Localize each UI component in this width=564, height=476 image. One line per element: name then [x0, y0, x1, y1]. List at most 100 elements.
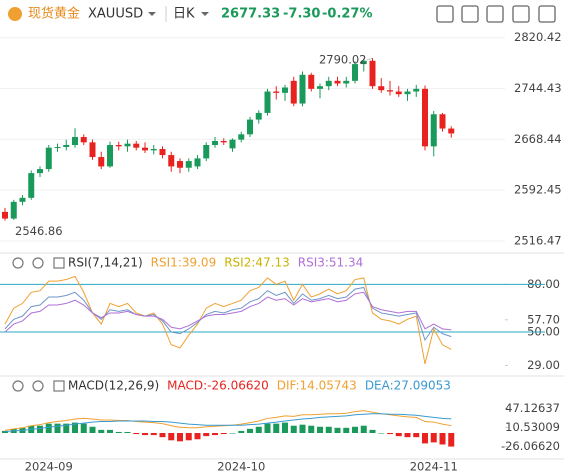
y-tick-label: 29.00: [527, 358, 560, 372]
tool-settings[interactable]: [538, 5, 556, 23]
settings-icon[interactable]: [32, 257, 44, 269]
macd-bar: [273, 423, 280, 434]
tool-indicator[interactable]: [461, 5, 479, 23]
candle-body: [37, 169, 43, 174]
candle-body: [150, 149, 157, 151]
dropdown-arrow[interactable]: [148, 12, 156, 16]
legend-entry: DIF:14.05743: [277, 379, 357, 393]
macd-bar: [133, 433, 140, 435]
indicator-line: [4, 291, 452, 333]
candle-body: [422, 88, 428, 147]
candle-body: [352, 64, 358, 81]
tool-fullscreen[interactable]: [512, 5, 530, 23]
eye-icon[interactable]: [12, 257, 24, 269]
macd-bar: [220, 433, 227, 435]
macd-bar: [343, 427, 350, 434]
y-tick-label: 47.12637: [505, 401, 560, 415]
macd-bar: [185, 433, 192, 441]
indicator-title: RSI(7,14,21): [68, 256, 143, 270]
macd-bar: [98, 429, 105, 434]
macd-bar: [317, 426, 323, 434]
macd-bar: [54, 423, 61, 434]
macd-bar: [290, 425, 297, 434]
macd-bar: [194, 433, 201, 440]
macd-bar: [387, 433, 393, 435]
candle-body: [308, 74, 315, 89]
candle-body: [404, 91, 411, 95]
candle-body: [72, 136, 78, 146]
candle-body: [229, 139, 236, 149]
macd-bar: [448, 433, 455, 447]
candle-body: [387, 90, 393, 92]
candle-body: [63, 145, 70, 148]
x-tick-label: 2024-09: [25, 460, 73, 474]
candle-body: [98, 157, 105, 167]
candle-body: [317, 86, 323, 89]
candle-body: [142, 147, 148, 151]
dropdown-arrow[interactable]: [201, 12, 209, 16]
candle-body: [247, 119, 253, 135]
candle-body: [299, 74, 306, 104]
candle-body: [54, 147, 61, 149]
candle-body: [107, 145, 113, 167]
eye-icon[interactable]: [12, 380, 24, 392]
y-tick-label: 2820.42: [514, 30, 562, 44]
macd-bar: [439, 433, 446, 445]
macd-bar: [255, 426, 262, 434]
candle-body: [19, 197, 26, 202]
indicator-title: MACD(12,26,9): [68, 379, 159, 393]
candle-body: [185, 161, 192, 168]
y-tick-label: 2592.45: [514, 183, 562, 197]
settings-icon[interactable]: [32, 380, 44, 392]
x-tick-label: 2024-11: [410, 460, 458, 474]
y-tick-label: 2744.43: [514, 81, 562, 95]
macd-bar: [404, 433, 411, 438]
candle-body: [273, 91, 280, 93]
macd-bar: [334, 427, 341, 434]
macd-bar: [72, 422, 78, 434]
macd-bar: [150, 433, 157, 436]
tool-compare[interactable]: [486, 5, 504, 23]
macd-bar: [45, 423, 52, 434]
macd-bar: [264, 423, 271, 434]
indicator-line: [4, 413, 452, 432]
candle-body: [10, 201, 17, 219]
legend-entry: RSI2:47.13: [224, 256, 290, 270]
candle-body: [255, 112, 262, 120]
macd-bar: [413, 433, 420, 438]
candle-body: [395, 91, 402, 95]
change-pct: -0.27%: [322, 7, 373, 22]
macd-bar: [63, 423, 70, 434]
macd-bar: [325, 426, 332, 434]
candle-body: [290, 80, 297, 104]
macd-bar: [238, 430, 245, 434]
macd-bar: [212, 433, 218, 436]
symbol-code[interactable]: XAUUSD: [88, 7, 143, 22]
tool-draw[interactable]: [436, 5, 454, 23]
macd-bar: [115, 431, 122, 434]
legend-entry: MACD:-26.06620: [167, 379, 269, 393]
y-tick-label: 2516.47: [514, 233, 562, 247]
expand-icon[interactable]: [53, 257, 65, 269]
macd-bar: [107, 429, 113, 434]
macd-bar: [168, 433, 175, 441]
macd-bar: [395, 433, 402, 437]
macd-bar: [299, 424, 306, 434]
symbol-name[interactable]: 现货黄金: [28, 6, 80, 22]
candle-body: [369, 60, 376, 87]
indicator-line: [4, 286, 452, 342]
candle-body: [378, 86, 385, 91]
candle-body: [220, 141, 227, 143]
expand-icon[interactable]: [53, 380, 65, 392]
period[interactable]: 日K: [173, 7, 195, 22]
candle-body: [80, 136, 87, 143]
candle-body: [334, 80, 341, 84]
macd-bar: [37, 425, 43, 434]
macd-bar: [247, 428, 253, 434]
candle-body: [264, 91, 271, 113]
candle-body: [159, 149, 166, 156]
price: 2677.33: [221, 7, 280, 22]
macd-bar: [203, 433, 210, 437]
symbol-icon: [8, 7, 22, 21]
